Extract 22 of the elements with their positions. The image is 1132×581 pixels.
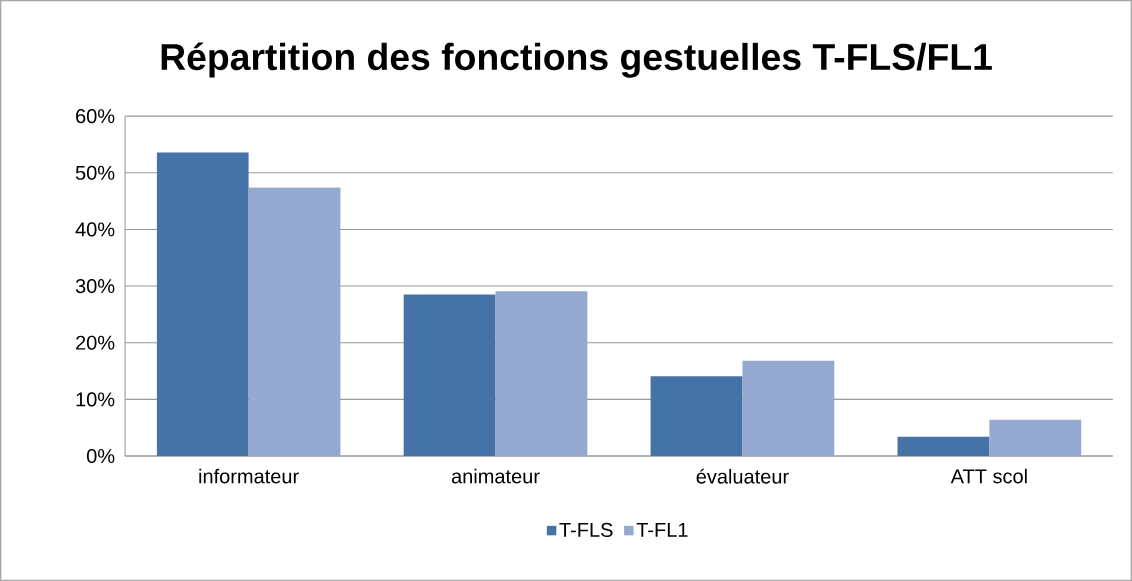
bar: [495, 291, 588, 456]
bar: [742, 360, 835, 456]
y-tick-label: 10%: [76, 392, 115, 407]
y-tick-label: 50%: [75, 165, 115, 180]
y-tick-label: 0%: [86, 448, 115, 464]
x-tick-label: évaluateur: [696, 468, 789, 484]
y-tick-label: 40%: [75, 222, 115, 237]
bar: [156, 152, 249, 456]
bar: [989, 419, 1082, 456]
y-tick-label: 60%: [76, 108, 115, 124]
bar: [650, 376, 743, 456]
x-tick-label: animateur: [451, 468, 540, 484]
x-tick-label: ATT scol: [950, 468, 1027, 484]
y-tick-label: 20%: [76, 335, 115, 350]
bar: [403, 294, 496, 456]
bar: [897, 436, 990, 456]
y-tick-label: 30%: [75, 278, 115, 294]
x-tick-label: informateur: [199, 468, 299, 484]
bar: [248, 187, 341, 456]
legend-label: T-FLS: [559, 522, 613, 537]
legend-label: T-FL1: [636, 522, 688, 537]
chart-title: Répartition des fonctions gestuelles T-FLS/FL1: [161, 42, 992, 78]
